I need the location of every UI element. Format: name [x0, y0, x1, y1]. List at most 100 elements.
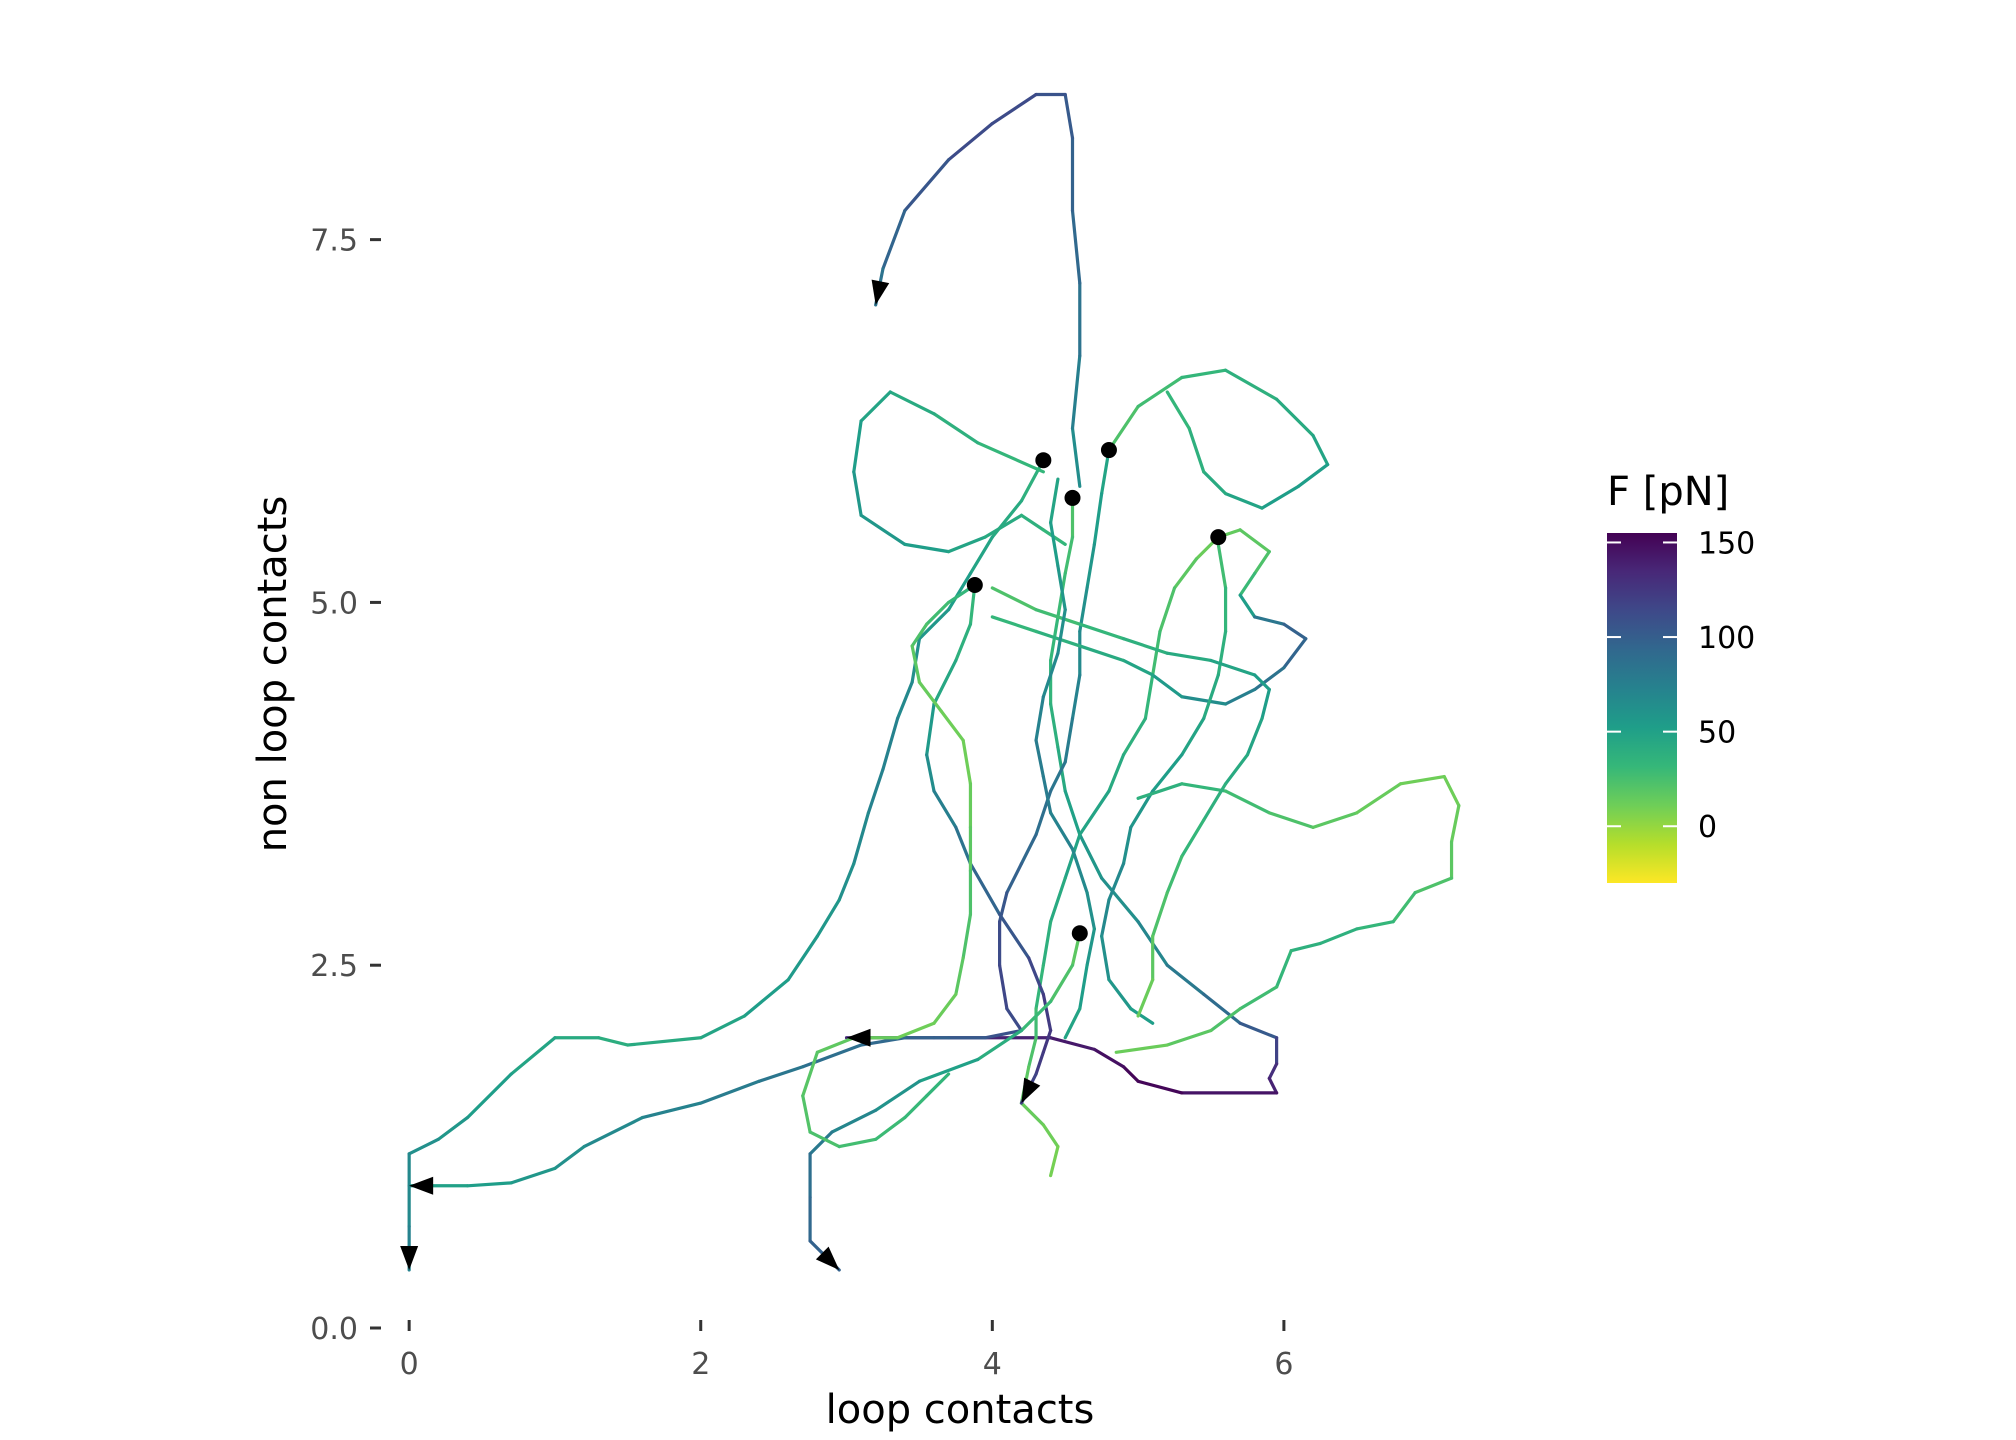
trajectory-segment — [946, 571, 973, 612]
trajectory-segment — [1158, 586, 1177, 634]
trajectory-segment — [815, 898, 841, 938]
trajectory-segment — [626, 1036, 703, 1047]
trajectory-segment — [1282, 637, 1308, 670]
trajectory-segment — [1100, 876, 1140, 924]
trajectory-segment — [1049, 963, 1075, 1004]
trajectory-segment — [1049, 1036, 1096, 1051]
trajectory-segment — [1085, 927, 1096, 967]
trajectory-segment — [1165, 651, 1213, 663]
trajectory-segment — [1238, 528, 1271, 554]
trajectory-segment — [509, 1036, 557, 1076]
trajectory-segment — [932, 992, 958, 1025]
trajectory-segment — [815, 1036, 856, 1054]
trajectory-segment — [910, 644, 922, 684]
x-axis: 0 2 4 6 — [400, 1320, 1293, 1382]
trajectory-segment — [699, 1014, 747, 1040]
trajectory-segment — [925, 753, 936, 793]
trajectory-segment — [1442, 774, 1461, 808]
trajectory-segment — [946, 535, 987, 554]
trajectory-segment — [1296, 462, 1330, 488]
trajectory-segment — [1136, 1079, 1184, 1095]
trajectory-segment — [1129, 789, 1155, 829]
trajectory-segment — [1180, 716, 1206, 757]
trajectory-segment — [1253, 673, 1271, 692]
trajectory-segment — [1121, 716, 1147, 757]
trajectory-end-arrow — [1021, 1077, 1041, 1104]
colorbar — [1607, 533, 1677, 883]
trajectory-segment — [1172, 557, 1199, 590]
trajectory-segment — [1078, 622, 1126, 641]
trajectory-segment — [1063, 833, 1082, 880]
trajectory-segment — [1034, 608, 1082, 626]
trajectory-start-point — [1035, 452, 1052, 469]
trajectory-segment — [895, 1021, 936, 1040]
trajectory-segment — [1391, 891, 1417, 924]
colorbar-tick-label: 100 — [1698, 621, 1755, 656]
trajectory-end-arrow — [815, 1246, 840, 1270]
trajectory-segment — [1041, 1123, 1060, 1149]
trajectory-segment — [1107, 753, 1126, 793]
trajectory-segment — [699, 1079, 761, 1105]
trajectory-segment — [903, 158, 951, 213]
trajectory-segment — [1019, 833, 1038, 866]
trajectory-12 — [1114, 774, 1461, 1054]
trajectory-segment — [968, 862, 1002, 917]
trajectory-segment — [954, 622, 973, 663]
trajectory-segment — [1078, 963, 1089, 1011]
trajectory-segment — [859, 513, 907, 546]
trajectory-segment — [932, 789, 958, 829]
trajectory-segment — [903, 542, 951, 554]
trajectory-segment — [1238, 985, 1279, 1011]
trajectory-segment — [1260, 484, 1301, 510]
trajectory-end-arrow — [871, 279, 890, 305]
trajectory-segment — [1085, 542, 1096, 590]
trajectory-10 — [990, 528, 1308, 706]
trajectory-segment — [932, 658, 958, 706]
trajectory-segment — [1202, 470, 1228, 496]
trajectory-start-points — [966, 442, 1227, 942]
x-tick-label: 4 — [983, 1347, 1002, 1382]
y-tick-label: 5.0 — [310, 586, 358, 621]
trajectory-segment — [830, 1108, 878, 1134]
trajectory-segment — [1085, 891, 1096, 931]
trajectory-segment — [1041, 920, 1053, 967]
trajectory-segment — [1019, 1101, 1045, 1127]
trajectory-segment — [801, 1043, 863, 1069]
trajectory-segment — [1180, 818, 1206, 858]
trajectory-segment — [1005, 862, 1024, 895]
x-tick-label: 0 — [400, 1347, 419, 1382]
trajectory-segment — [1318, 927, 1359, 946]
trajectory-segment — [1216, 629, 1228, 677]
trajectory-segment — [1070, 847, 1089, 895]
trajectory-segment — [1063, 716, 1075, 764]
trajectory-11 — [1100, 542, 1228, 1025]
trajectory-segment — [998, 963, 1009, 1011]
trajectory-start-point — [1210, 529, 1227, 546]
trajectory-segment — [801, 1094, 812, 1134]
trajectory-5 — [407, 458, 1045, 1272]
trajectory-segment — [808, 1130, 841, 1149]
trajectory-segment — [961, 912, 973, 960]
trajectory-segment — [1311, 433, 1330, 467]
trajectory-segment — [1070, 354, 1082, 430]
trajectory-segment — [1063, 789, 1082, 837]
trajectory-segment — [597, 1036, 630, 1047]
colorbar-legend: F [pN] 150 100 50 0 — [1607, 469, 1755, 883]
trajectory-segment — [1282, 622, 1308, 641]
trajectory-segment — [976, 441, 1045, 474]
trajectory-segment — [976, 1028, 1024, 1062]
trajectory-segment — [1180, 368, 1228, 380]
trajectory-segment — [808, 1130, 834, 1156]
trajectory-segment — [990, 586, 1038, 612]
trajectory-segment — [1049, 477, 1060, 525]
trajectory-segment — [1275, 949, 1293, 989]
trajectory-segment — [881, 716, 900, 771]
trajectory-segment — [1223, 789, 1271, 815]
trajectory-segment — [1202, 782, 1228, 822]
trajectory-segment — [1121, 637, 1169, 655]
trajectory-segment — [1187, 426, 1206, 474]
trajectory-segment — [1151, 891, 1169, 938]
trajectory-segment — [917, 608, 951, 641]
trajectory-segment — [1238, 593, 1257, 619]
